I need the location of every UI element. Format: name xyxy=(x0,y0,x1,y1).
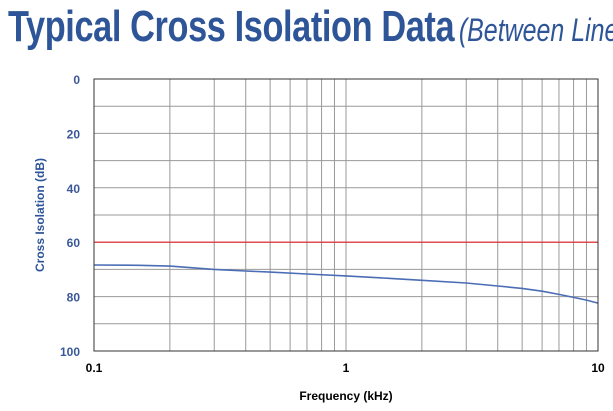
x-tick-label: 10 xyxy=(591,361,605,375)
y-tick-labels: 0 20 40 60 80 100 xyxy=(60,73,80,359)
title-subtitle: (Between Lines) xyxy=(458,12,613,48)
x-tick-label: 0.1 xyxy=(86,361,103,375)
x-tick-label: 1 xyxy=(343,361,350,375)
y-tick-label: 100 xyxy=(60,345,80,359)
y-tick-label: 80 xyxy=(67,291,81,305)
y-axis-label: Cross Isolation (dB) xyxy=(33,158,47,272)
series-group xyxy=(93,264,599,304)
plot-frame xyxy=(93,78,599,352)
title-main: Typical Cross Isolation Data xyxy=(8,2,455,51)
y-tick-label: 20 xyxy=(67,127,81,141)
y-tick-label: 60 xyxy=(67,236,81,250)
y-tick-label: 0 xyxy=(73,73,80,87)
x-tick-labels: 0.1 1 10 xyxy=(86,361,605,375)
x-axis-label: Frequency (kHz) xyxy=(299,389,392,403)
chart-title: Typical Cross Isolation Data (Between Lin… xyxy=(8,2,613,52)
series-line xyxy=(93,264,599,304)
grid xyxy=(94,79,598,351)
y-tick-label: 40 xyxy=(67,182,81,196)
